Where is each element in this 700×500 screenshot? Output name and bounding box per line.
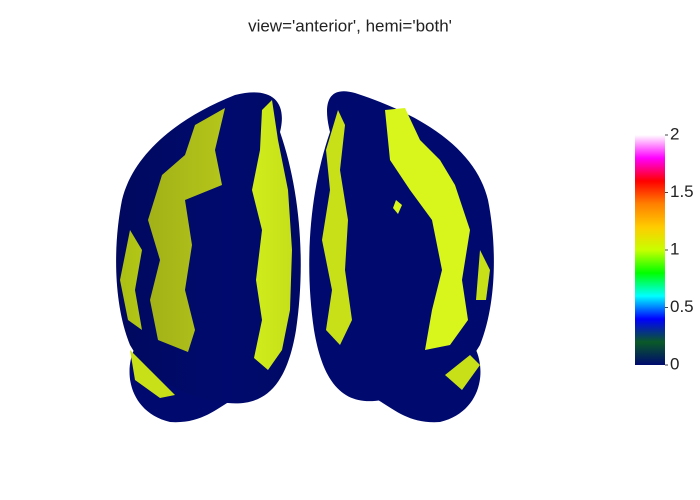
colorbar	[635, 135, 665, 365]
colorbar-tick-label: 0	[670, 354, 679, 373]
left-hemisphere	[116, 92, 301, 423]
colorbar-tick-label: 2	[670, 124, 679, 143]
colorbar-tick-label: 1.5	[670, 182, 694, 201]
title: view='anterior', hemi='both'	[248, 16, 452, 35]
right-hemisphere	[309, 91, 494, 423]
colorbar-tick-label: 1	[670, 239, 679, 258]
colorbar-tick-label: 0.5	[670, 297, 694, 316]
